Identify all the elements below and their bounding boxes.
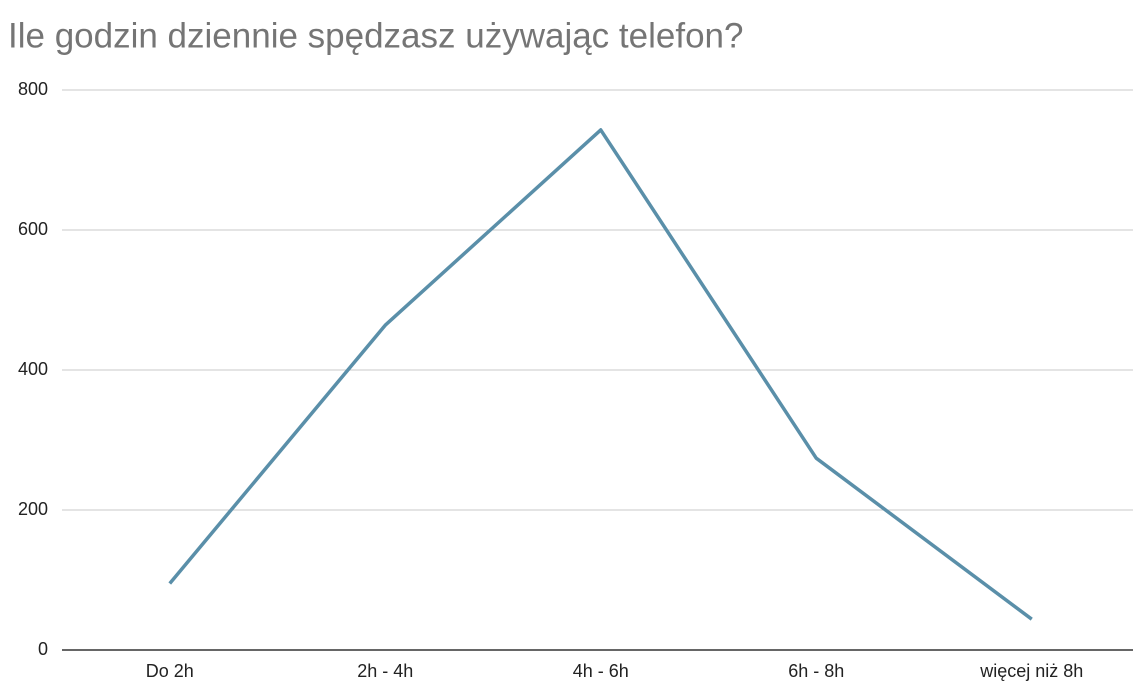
x-tick-label: 6h - 8h: [788, 661, 844, 681]
y-tick-label: 200: [18, 499, 48, 519]
x-tick-label: Do 2h: [146, 661, 194, 681]
data-line: [168, 128, 1033, 621]
x-tick-label: więcej niż 8h: [979, 661, 1083, 681]
chart-title: Ile godzin dziennie spędzasz używając te…: [8, 16, 743, 55]
y-tick-label: 800: [18, 79, 48, 99]
x-tick-label: 4h - 6h: [573, 661, 629, 681]
y-tick-label: 400: [18, 359, 48, 379]
y-tick-label: 600: [18, 219, 48, 239]
y-tick-label: 0: [38, 639, 48, 659]
x-tick-label: 2h - 4h: [357, 661, 413, 681]
